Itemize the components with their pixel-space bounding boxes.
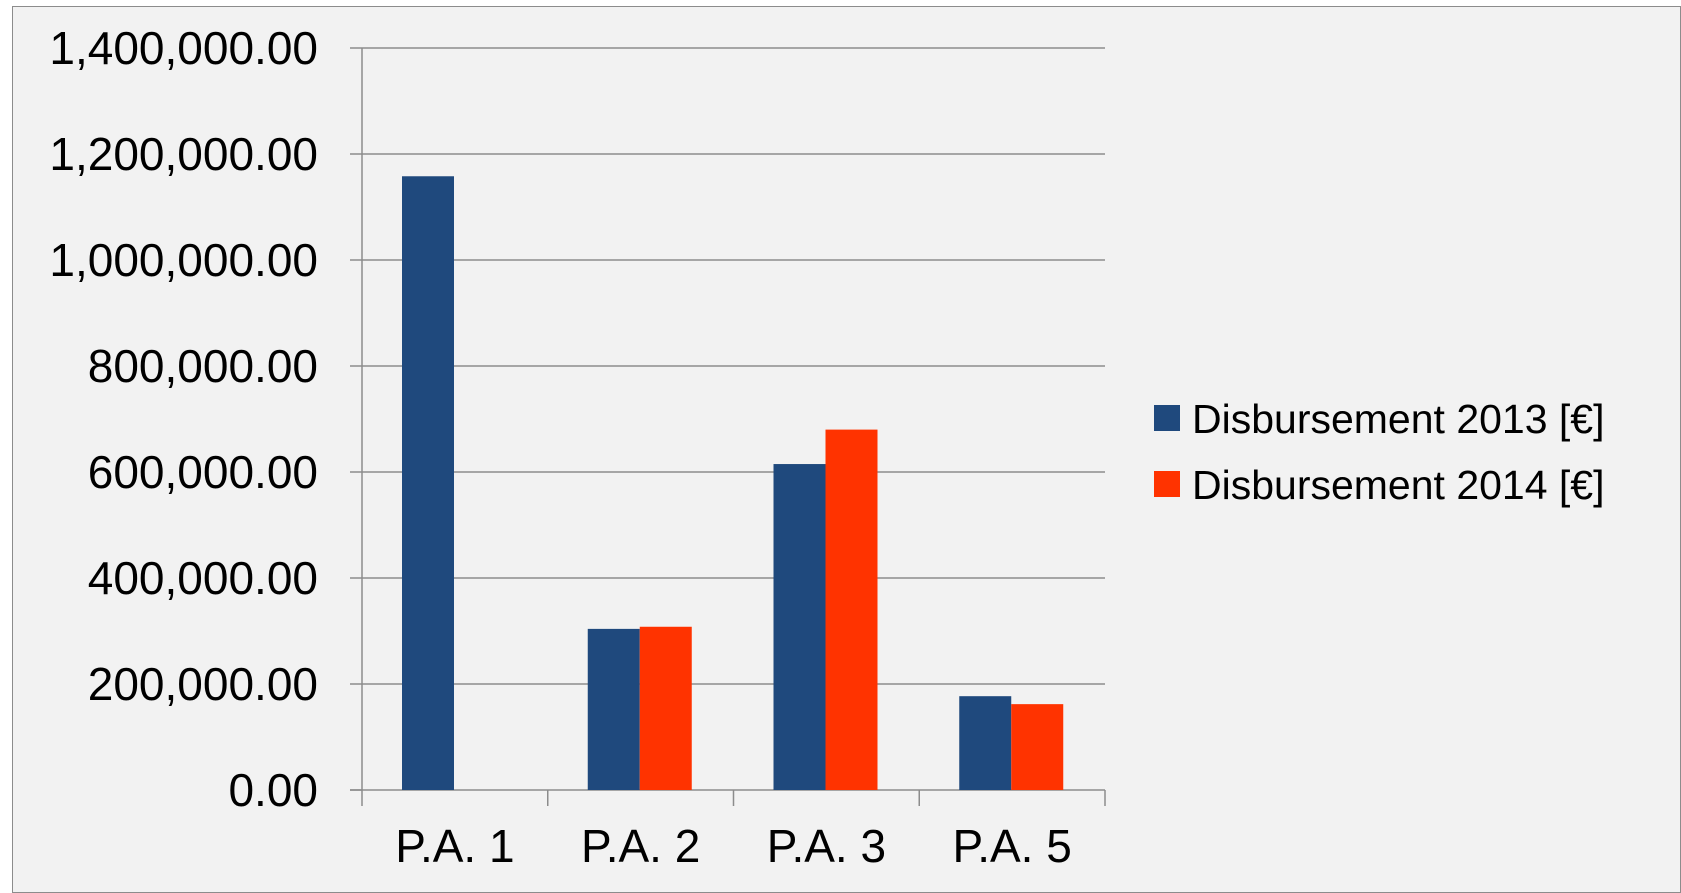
bar (402, 176, 454, 790)
bar (773, 464, 826, 790)
y-tick-label: 1,000,000.00 (49, 234, 318, 286)
axes (350, 48, 1106, 806)
x-tick-label: P.A. 3 (767, 820, 886, 872)
y-tick-label: 600,000.00 (88, 446, 318, 498)
gridlines (350, 47, 1105, 685)
legend-label: Disbursement 2014 [€] (1192, 462, 1605, 508)
x-tick-label: P.A. 5 (952, 820, 1071, 872)
bars (402, 176, 1064, 790)
bar (1011, 704, 1064, 790)
x-axis-tick-labels: P.A. 1 P.A. 2 P.A. 3 P.A. 5 (395, 820, 1072, 872)
y-tick-label: 800,000.00 (88, 340, 318, 392)
bar (825, 429, 878, 790)
y-axis-tick-labels: 0.00 200,000.00 400,000.00 600,000.00 800,00… (49, 22, 318, 816)
legend-swatch (1154, 471, 1180, 497)
legend-label: Disbursement 2013 [€] (1192, 396, 1605, 442)
legend: Disbursement 2013 [€] Disbursement 2014 [… (1154, 396, 1605, 508)
y-tick-label: 1,200,000.00 (49, 128, 318, 180)
bar (639, 626, 692, 790)
bar (587, 628, 640, 790)
y-tick-label: 0.00 (228, 764, 318, 816)
bar (959, 696, 1012, 790)
x-tick-label: P.A. 1 (395, 820, 514, 872)
legend-swatch (1154, 405, 1180, 431)
x-tick-label: P.A. 2 (581, 820, 700, 872)
y-tick-label: 1,400,000.00 (49, 22, 318, 74)
y-tick-label: 400,000.00 (88, 552, 318, 604)
y-tick-label: 200,000.00 (88, 658, 318, 710)
